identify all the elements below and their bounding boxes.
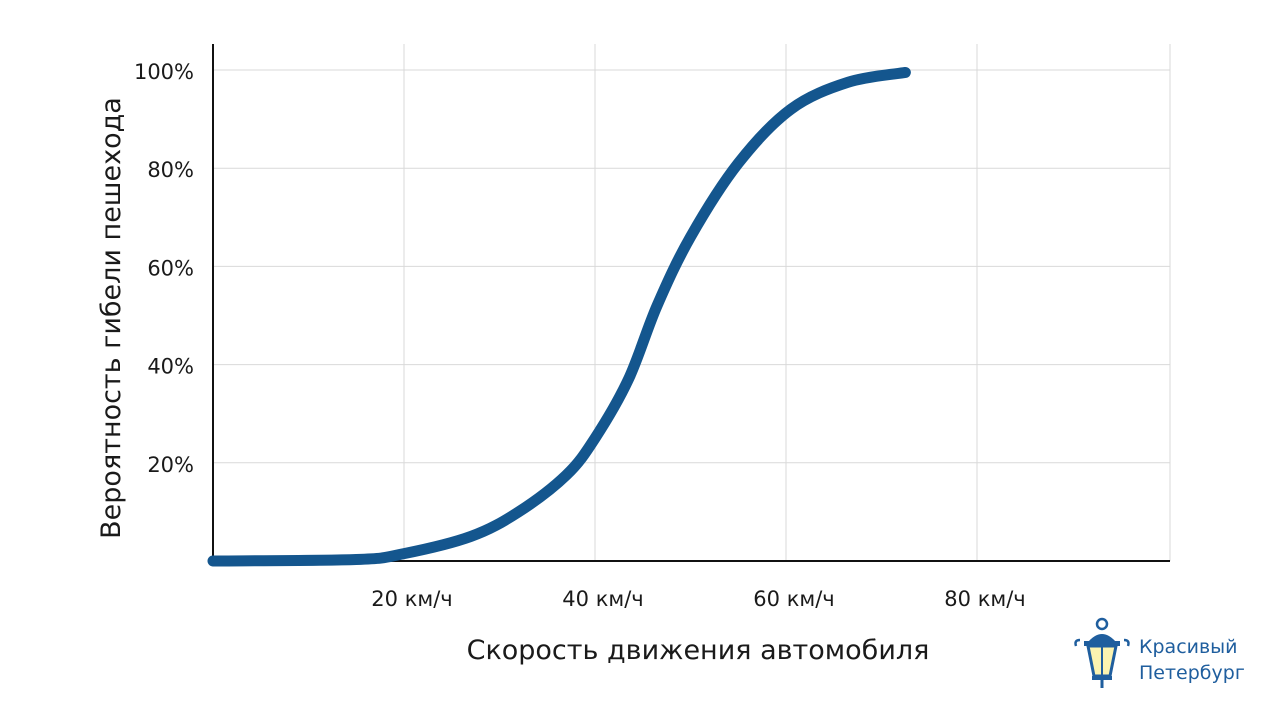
y-axis-title: Вероятность гибели пешехода bbox=[96, 97, 127, 539]
y-tick-labels: 20% 40% 60% 80% 100% bbox=[134, 60, 194, 477]
y-tick-label: 40% bbox=[147, 355, 194, 379]
x-tick-label: 60 км/ч bbox=[753, 587, 834, 611]
logo: Красивый Петербург bbox=[1074, 617, 1245, 688]
lantern-icon bbox=[1074, 617, 1130, 688]
y-tick-label: 100% bbox=[134, 60, 194, 84]
series-line bbox=[207, 66, 911, 567]
x-tick-label: 20 км/ч bbox=[371, 587, 452, 611]
grid bbox=[213, 44, 1171, 561]
x-tick-label: 80 км/ч bbox=[944, 587, 1025, 611]
x-axis-title: Скорость движения автомобиля bbox=[467, 635, 930, 666]
y-tick-label: 80% bbox=[147, 158, 194, 182]
logo-line2: Петербург bbox=[1139, 662, 1245, 684]
x-tick-label: 40 км/ч bbox=[562, 587, 643, 611]
x-tick-labels: 20 км/ч 40 км/ч 60 км/ч 80 км/ч bbox=[371, 587, 1025, 611]
y-tick-label: 60% bbox=[147, 256, 194, 280]
logo-line1: Красивый bbox=[1139, 636, 1238, 658]
y-tick-label: 20% bbox=[147, 453, 194, 477]
